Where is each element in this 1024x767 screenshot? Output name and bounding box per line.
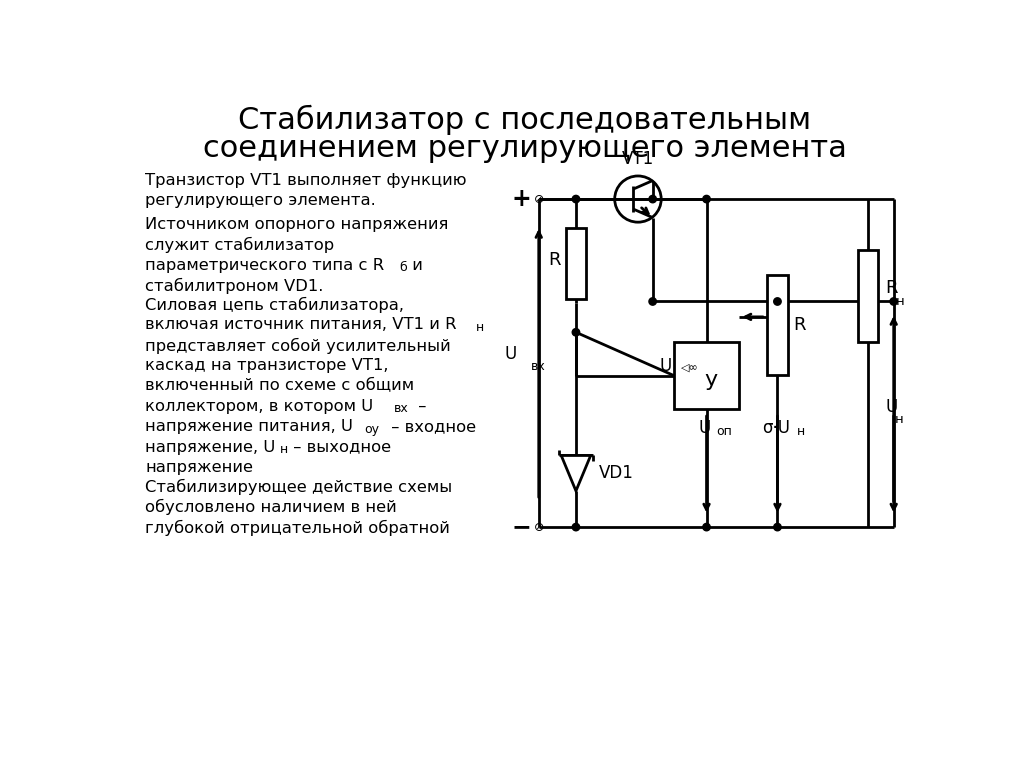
Circle shape (572, 196, 580, 202)
Text: включенный по схеме с общим: включенный по схеме с общим (145, 378, 414, 393)
Text: оу: оу (365, 423, 379, 436)
Text: параметрического типа с R: параметрического типа с R (145, 258, 384, 272)
Text: глубокой отрицательной обратной: глубокой отрицательной обратной (145, 519, 450, 535)
Circle shape (702, 196, 711, 202)
Text: включая источник питания, VT1 и R: включая источник питания, VT1 и R (145, 318, 457, 332)
Text: служит стабилизатор: служит стабилизатор (145, 237, 334, 253)
Text: R: R (885, 279, 898, 298)
Text: н: н (797, 425, 805, 438)
Text: каскад на транзисторе VT1,: каскад на транзисторе VT1, (145, 358, 388, 373)
Text: Стабилизирующее действие схемы: Стабилизирующее действие схемы (145, 479, 453, 495)
Text: н: н (280, 443, 288, 456)
Text: – входное: – входное (386, 420, 476, 434)
Text: представляет собой усилительный: представляет собой усилительный (145, 337, 451, 354)
Text: стабилитроном VD1.: стабилитроном VD1. (145, 278, 324, 295)
Text: VT1: VT1 (622, 150, 654, 168)
Text: обусловлено наличием в ней: обусловлено наличием в ней (145, 499, 397, 515)
Text: Источником опорного напряжения: Источником опорного напряжения (145, 217, 449, 232)
Bar (858, 250, 879, 342)
Text: вх: вх (531, 360, 546, 373)
Circle shape (649, 196, 656, 202)
Circle shape (774, 523, 781, 531)
Text: вх: вх (394, 403, 409, 416)
Text: оу: оу (673, 373, 688, 386)
Text: б: б (570, 267, 579, 280)
Bar (566, 229, 586, 299)
Text: н: н (896, 295, 905, 308)
Text: напряжение питания, U: напряжение питания, U (145, 420, 353, 434)
Text: н: н (895, 413, 903, 426)
Text: у: у (703, 370, 717, 390)
Text: +: + (512, 187, 531, 211)
Text: U: U (505, 345, 517, 363)
Text: −: − (512, 515, 531, 539)
Text: ◁∞: ◁∞ (681, 363, 698, 373)
Text: коллектором, в котором U: коллектором, в котором U (145, 399, 373, 414)
Polygon shape (561, 456, 591, 491)
Text: U: U (698, 419, 711, 436)
Text: ⊘: ⊘ (534, 521, 544, 534)
Bar (767, 275, 787, 374)
Circle shape (572, 523, 580, 531)
Bar (675, 342, 738, 410)
Text: Транзистор VT1 выполняет функцию: Транзистор VT1 выполняет функцию (145, 173, 467, 188)
Text: и: и (407, 258, 423, 272)
Text: VD1: VD1 (599, 464, 634, 482)
Text: соединением регулирующего элемента: соединением регулирующего элемента (203, 134, 847, 163)
Text: регулирующего элемента.: регулирующего элемента. (145, 193, 376, 209)
Text: R: R (548, 251, 560, 269)
Circle shape (649, 298, 656, 305)
Text: б: б (399, 261, 408, 274)
Circle shape (774, 298, 781, 305)
Text: R: R (793, 315, 806, 334)
Text: напряжение: напряжение (145, 460, 253, 475)
Circle shape (702, 523, 711, 531)
Text: –: – (414, 399, 427, 414)
Text: U: U (659, 357, 672, 375)
Text: напряжение, U: напряжение, U (145, 439, 275, 455)
Text: Силовая цепь стабилизатора,: Силовая цепь стабилизатора, (145, 297, 404, 313)
Circle shape (572, 328, 580, 336)
Text: σ·U: σ·U (762, 419, 790, 436)
Text: ⊘: ⊘ (534, 193, 544, 206)
Text: – выходное: – выходное (289, 439, 391, 455)
Text: Стабилизатор с последовательным: Стабилизатор с последовательным (239, 105, 811, 136)
Circle shape (890, 298, 897, 305)
Text: оп: оп (716, 425, 732, 438)
Text: н: н (476, 321, 484, 334)
Text: U: U (885, 397, 897, 416)
